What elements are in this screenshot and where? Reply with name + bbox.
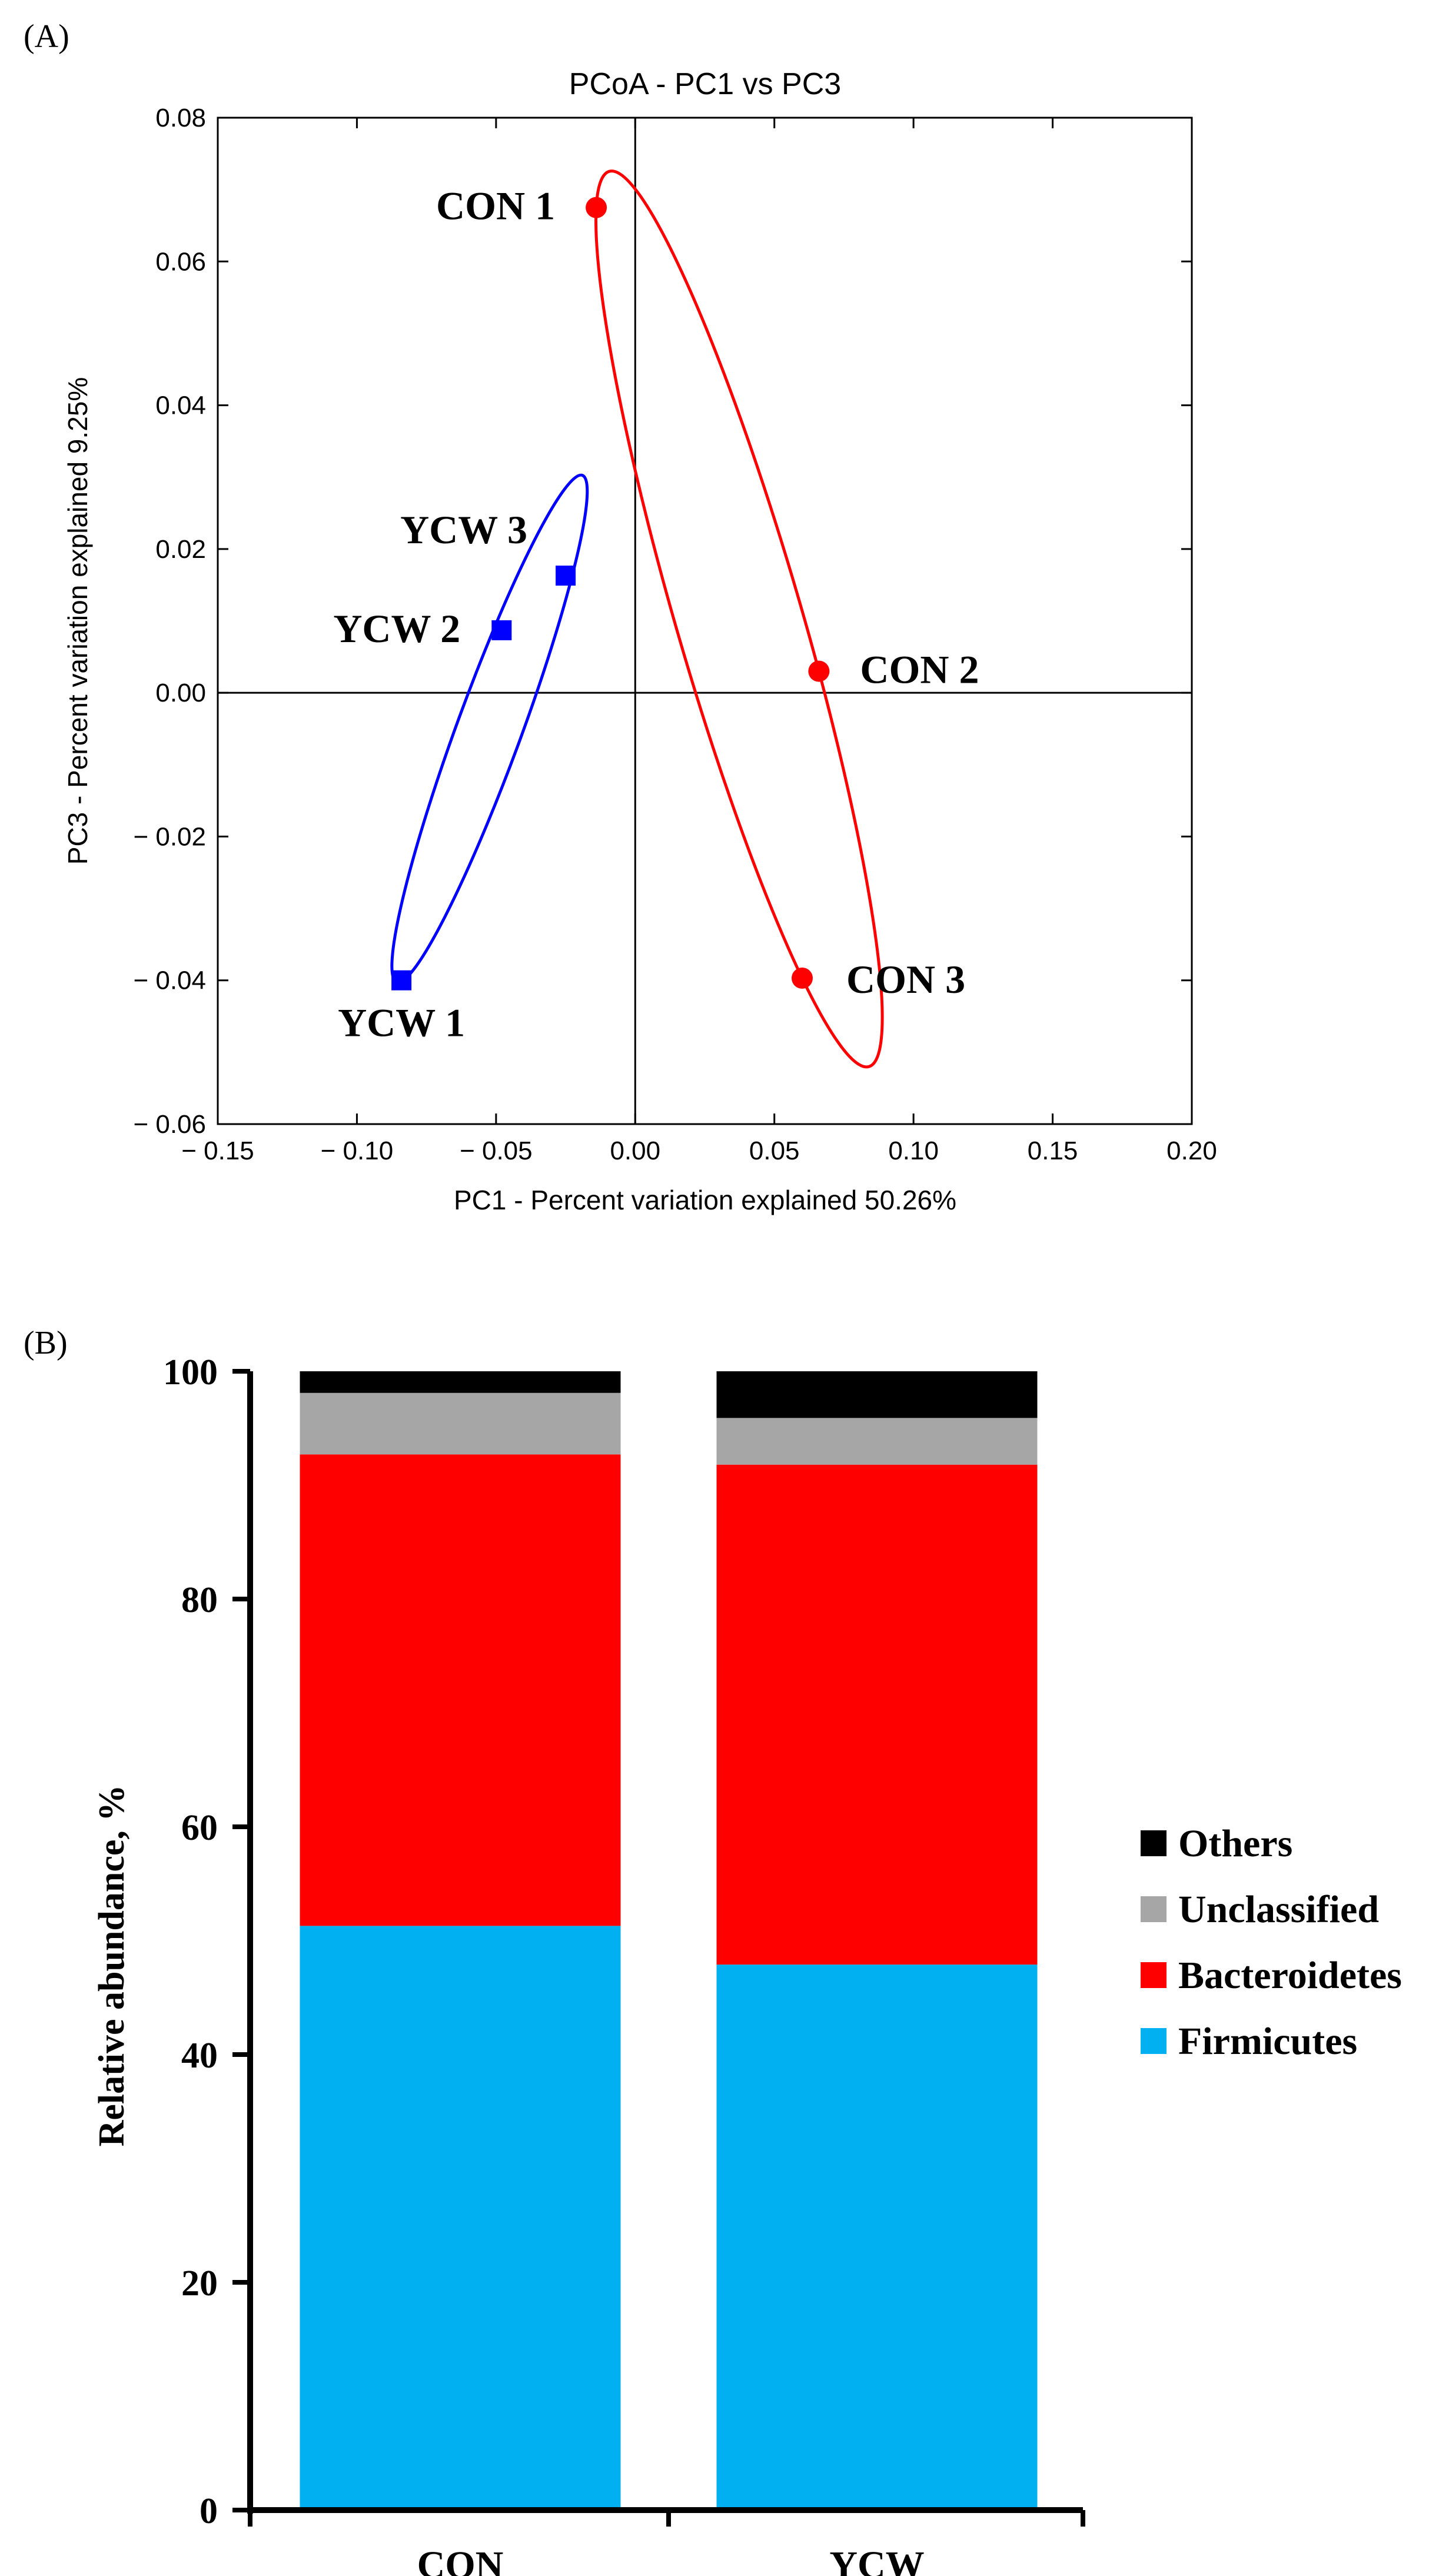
bar-con-unclassified xyxy=(300,1392,621,1455)
legend-swatch-bacteroidetes xyxy=(1141,1962,1166,1988)
pcoa-point-ycw-2 xyxy=(491,620,512,640)
bar-con-bacteroidetes xyxy=(300,1454,621,1926)
legend-label-bacteroidetes: Bacteroidetes xyxy=(1178,1954,1402,1997)
bar-ycw-bacteroidetes xyxy=(716,1464,1038,1965)
bar-ycw-unclassified xyxy=(716,1418,1038,1465)
pcoa-y-tick-label: 0.06 xyxy=(155,247,206,276)
legend-swatch-firmicutes xyxy=(1141,2028,1166,2054)
pcoa-x-tick-label: 0.10 xyxy=(888,1136,939,1165)
pcoa-point-label-con-3: CON 3 xyxy=(846,957,965,1002)
bar-y-tick-label: 20 xyxy=(181,2263,218,2304)
panel-a-label: (A) xyxy=(24,18,69,55)
bar-y-axis-label: Relative abundance, % xyxy=(92,1785,132,2147)
pcoa-x-tick-label: 0.00 xyxy=(610,1136,660,1165)
abundance-chart: 0 20 40 60 80 100 CON YCW Others Unclassified Ba… xyxy=(92,1352,1402,2576)
pcoa-y-tick-label: 0.08 xyxy=(155,104,206,132)
bar-x-tick-label-ycw: YCW xyxy=(829,2544,924,2576)
pcoa-x-tick-label: − 0.05 xyxy=(460,1136,533,1165)
pcoa-point-labels: CON 1 CON 2 CON 3 YCW 1 YCW 2 YCW 3 xyxy=(333,184,979,1045)
pcoa-x-axis-label: PC1 - Percent variation explained 50.26% xyxy=(454,1185,956,1215)
pcoa-x-tick-label: − 0.10 xyxy=(321,1136,394,1165)
bar-con-firmicutes xyxy=(300,1926,621,2510)
panel-b-label: (B) xyxy=(24,1325,68,1361)
legend-label-firmicutes: Firmicutes xyxy=(1178,2020,1357,2063)
pcoa-point-label-ycw-1: YCW 1 xyxy=(338,1001,465,1045)
pcoa-x-tick-label: 0.05 xyxy=(749,1136,800,1165)
pcoa-point-ycw-3 xyxy=(556,566,576,586)
pcoa-y-tick-label: 0.00 xyxy=(155,679,206,707)
pcoa-x-tick-label: 0.15 xyxy=(1028,1136,1078,1165)
legend-swatch-others xyxy=(1141,1830,1166,1856)
pcoa-y-axis: − 0.06 − 0.04 − 0.02 0.00 0.02 0.04 0.06 0.08 xyxy=(133,104,1192,1139)
bar-ycw-firmicutes xyxy=(716,1965,1038,2510)
stacked-bars xyxy=(300,1371,1038,2510)
pcoa-x-tick-label: 0.20 xyxy=(1166,1136,1217,1165)
legend-label-unclassified: Unclassified xyxy=(1178,1888,1379,1931)
pcoa-point-label-ycw-3: YCW 3 xyxy=(400,507,527,552)
pcoa-x-axis: − 0.15 − 0.10 − 0.05 0.00 0.05 0.10 0.15 0.20 xyxy=(181,118,1217,1165)
bar-y-tick-label: 100 xyxy=(163,1352,218,1392)
legend-label-others: Others xyxy=(1178,1822,1292,1865)
pcoa-point-ycw-1 xyxy=(391,970,412,990)
bar-y-tick-label: 60 xyxy=(181,1808,218,1848)
pcoa-x-tick-label: − 0.15 xyxy=(181,1136,254,1165)
bar-con-others xyxy=(300,1371,621,1393)
pcoa-points xyxy=(391,197,830,990)
pcoa-y-tick-label: − 0.02 xyxy=(133,822,206,851)
pcoa-point-label-con-1: CON 1 xyxy=(436,184,555,228)
pcoa-y-tick-label: 0.04 xyxy=(155,391,206,420)
pcoa-y-tick-label: − 0.04 xyxy=(133,966,206,995)
pcoa-y-tick-label: − 0.06 xyxy=(133,1110,206,1139)
bar-y-tick-label: 40 xyxy=(181,2036,218,2076)
legend-swatch-unclassified xyxy=(1141,1896,1166,1922)
bar-axes xyxy=(247,1371,1083,2514)
pcoa-point-con-3 xyxy=(792,968,813,989)
bar-y-tick-label: 80 xyxy=(181,1580,218,1620)
pcoa-plot-frame xyxy=(217,117,1193,1125)
pcoa-chart: PCoA - PC1 vs PC3 − 0.15 − 0.10 − 0.05 0.00… xyxy=(62,67,1217,1215)
pcoa-y-tick-label: 0.02 xyxy=(155,535,206,564)
pcoa-point-con-1 xyxy=(586,197,607,218)
pcoa-group-ellipse-1 xyxy=(594,169,884,1069)
pcoa-zero-lines xyxy=(218,118,1192,1124)
pcoa-title: PCoA - PC1 vs PC3 xyxy=(569,67,841,101)
bar-x-tick-label-con: CON xyxy=(417,2544,504,2576)
bar-y-axis: 0 20 40 60 80 100 xyxy=(163,1352,250,2531)
pcoa-point-label-con-2: CON 2 xyxy=(860,647,979,692)
bar-y-tick-label: 0 xyxy=(200,2491,218,2531)
bar-ycw-others xyxy=(716,1371,1038,1418)
bar-x-axis: CON YCW xyxy=(248,2510,1085,2576)
pcoa-point-con-2 xyxy=(808,660,830,682)
pcoa-y-axis-label: PC3 - Percent variation explained 9.25% xyxy=(62,377,93,865)
pcoa-point-label-ycw-2: YCW 2 xyxy=(333,606,460,651)
bar-legend: Others Unclassified Bacteroidetes Firmicute… xyxy=(1141,1822,1402,2063)
